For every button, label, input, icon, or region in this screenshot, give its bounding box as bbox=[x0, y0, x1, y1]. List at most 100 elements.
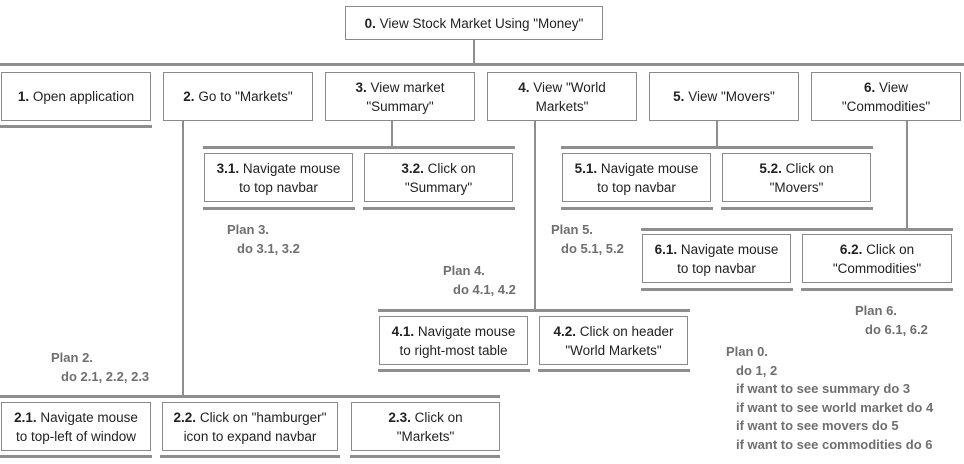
task-box-3: 3. View market "Summary" bbox=[325, 72, 475, 121]
task-number: 5.2. bbox=[759, 160, 782, 176]
task-label-line2: "World Markets" bbox=[565, 342, 662, 358]
task-number: 2. bbox=[183, 89, 195, 104]
task4-1-underline bbox=[378, 369, 530, 372]
connector-task2-bar bbox=[0, 395, 500, 398]
plan-2: Plan 2. do 2.1, 2.2, 2.3 bbox=[51, 349, 149, 386]
task-label-line2: icon to expand navbar bbox=[183, 428, 317, 444]
task-number: 1. bbox=[17, 89, 30, 104]
task-box-4-1: 4.1. Navigate mouse to right-most table bbox=[379, 316, 528, 365]
task-number: 3.1. bbox=[216, 160, 240, 176]
plan-step: do 5.1, 5.2 bbox=[561, 240, 624, 256]
task-label-line2: to right-most table bbox=[399, 342, 508, 358]
task-label: Navigate mouse bbox=[414, 323, 516, 339]
task-label: Click on "hamburger" bbox=[196, 409, 327, 425]
plan-step: do 2.1, 2.2, 2.3 bbox=[61, 368, 150, 384]
plan-title: Plan 6. bbox=[855, 303, 897, 318]
connector-task3-down bbox=[391, 120, 393, 148]
task-label: Navigate mouse bbox=[597, 160, 699, 176]
task-number: 0. bbox=[364, 15, 376, 31]
task1-underline bbox=[0, 125, 152, 128]
task-box-1: 1. Open application bbox=[1, 72, 151, 121]
task-number: 5. bbox=[673, 89, 685, 104]
task-label-line2: Markets" bbox=[535, 98, 589, 114]
task4-2-underline bbox=[538, 369, 690, 372]
task-number: 2.3. bbox=[388, 409, 411, 425]
connector-task2-down bbox=[182, 120, 184, 397]
task2-2-underline bbox=[160, 455, 340, 458]
plan-step: do 4.1, 4.2 bbox=[453, 281, 516, 297]
task-label: Click on bbox=[781, 160, 834, 176]
task2-1-underline bbox=[0, 455, 152, 458]
plan-step: do 1, 2 bbox=[736, 362, 778, 378]
task-label: Click on bbox=[410, 409, 463, 425]
connector-root-down bbox=[473, 40, 475, 64]
task-label-line2: to top navbar bbox=[239, 179, 318, 195]
plan-5: Plan 5. do 5.1, 5.2 bbox=[551, 221, 624, 258]
plan-title: Plan 2. bbox=[51, 350, 93, 365]
plan-step: do 6.1, 6.2 bbox=[865, 321, 928, 337]
task-box-2: 2. Go to "Markets" bbox=[163, 72, 313, 121]
plan-4: Plan 4. do 4.1, 4.2 bbox=[443, 262, 516, 299]
task-label-line2: "Commodities" bbox=[841, 98, 931, 114]
task-label: Open application bbox=[29, 89, 135, 104]
task-box-4: 4. View "World Markets" bbox=[487, 72, 637, 121]
task-label-line2: "Summary" bbox=[404, 179, 473, 195]
task-label-line2: "Markets" bbox=[396, 428, 455, 444]
plan-title: Plan 4. bbox=[443, 263, 485, 278]
connector-task4-down bbox=[534, 120, 536, 311]
task-number: 6.1. bbox=[654, 241, 678, 257]
task-box-6-2: 6.2. Click on "Commodities" bbox=[802, 234, 952, 283]
task-number: 4.1. bbox=[391, 323, 415, 339]
task-label: Click on bbox=[862, 241, 915, 257]
plan-step: if want to see summary do 3 bbox=[736, 381, 911, 397]
task-label: View "Movers" bbox=[684, 89, 775, 104]
task-label: View "World bbox=[529, 79, 606, 95]
connector-task5-down bbox=[716, 120, 718, 148]
plan-step: if want to see world market do 4 bbox=[736, 399, 934, 415]
plan-step: do 3.1, 3.2 bbox=[237, 240, 300, 256]
plan-3: Plan 3. do 3.1, 3.2 bbox=[227, 221, 300, 258]
connector-task4-bar bbox=[378, 309, 690, 312]
task-label-line2: "Movers" bbox=[769, 179, 824, 195]
task-number: 4. bbox=[518, 79, 530, 95]
task-box-3-1: 3.1. Navigate mouse to top navbar bbox=[204, 153, 353, 202]
task-label: View market bbox=[366, 79, 445, 95]
task-label: View bbox=[875, 79, 909, 95]
task-box-6-1: 6.1. Navigate mouse to top navbar bbox=[642, 234, 791, 283]
task-box-root: 0. View Stock Market Using "Money" bbox=[345, 6, 603, 40]
task-label: Navigate mouse bbox=[239, 160, 341, 176]
connector-task3-bar bbox=[203, 146, 515, 149]
task-number: 6.2. bbox=[839, 241, 863, 257]
task-label: Go to "Markets" bbox=[194, 89, 293, 104]
task-label: View Stock Market Using "Money" bbox=[375, 15, 584, 31]
task3-2-underline bbox=[363, 207, 515, 210]
task-label-line2: "Summary" bbox=[366, 98, 434, 114]
task-number: 3.2. bbox=[401, 160, 424, 176]
task-label-line2: to top-left of window bbox=[15, 428, 137, 444]
task-label: Click on header bbox=[575, 323, 674, 339]
connector-level1-bar bbox=[0, 63, 964, 66]
connector-task5-bar bbox=[561, 146, 873, 149]
task-number: 2.1. bbox=[14, 409, 37, 425]
task6-2-underline bbox=[801, 288, 953, 291]
task3-1-underline bbox=[203, 207, 355, 210]
connector-task6-bar bbox=[641, 228, 953, 231]
task-box-4-2: 4.2. Click on header "World Markets" bbox=[539, 316, 688, 365]
task-box-5: 5. View "Movers" bbox=[649, 72, 799, 121]
task-box-2-2: 2.2. Click on "hamburger" icon to expand … bbox=[162, 402, 338, 451]
task-label-line2: to top navbar bbox=[597, 179, 676, 195]
task-box-2-1: 2.1. Navigate mouse to top-left of window bbox=[1, 402, 151, 451]
plan-step: if want to see commodities do 6 bbox=[736, 436, 933, 452]
task6-1-underline bbox=[641, 288, 793, 291]
plan-title: Plan 0. bbox=[726, 344, 768, 359]
task-box-6: 6. View "Commodities" bbox=[811, 72, 961, 121]
connector-task6-down bbox=[906, 120, 908, 230]
task-box-5-1: 5.1. Navigate mouse to top navbar bbox=[562, 153, 711, 202]
task2-3-underline bbox=[350, 455, 500, 458]
task-number: 4.2. bbox=[553, 323, 576, 339]
task-number: 3. bbox=[355, 79, 367, 95]
task-number: 6. bbox=[863, 79, 876, 95]
plan-6: Plan 6. do 6.1, 6.2 bbox=[855, 302, 928, 339]
task-label-line2: to top navbar bbox=[677, 260, 756, 276]
